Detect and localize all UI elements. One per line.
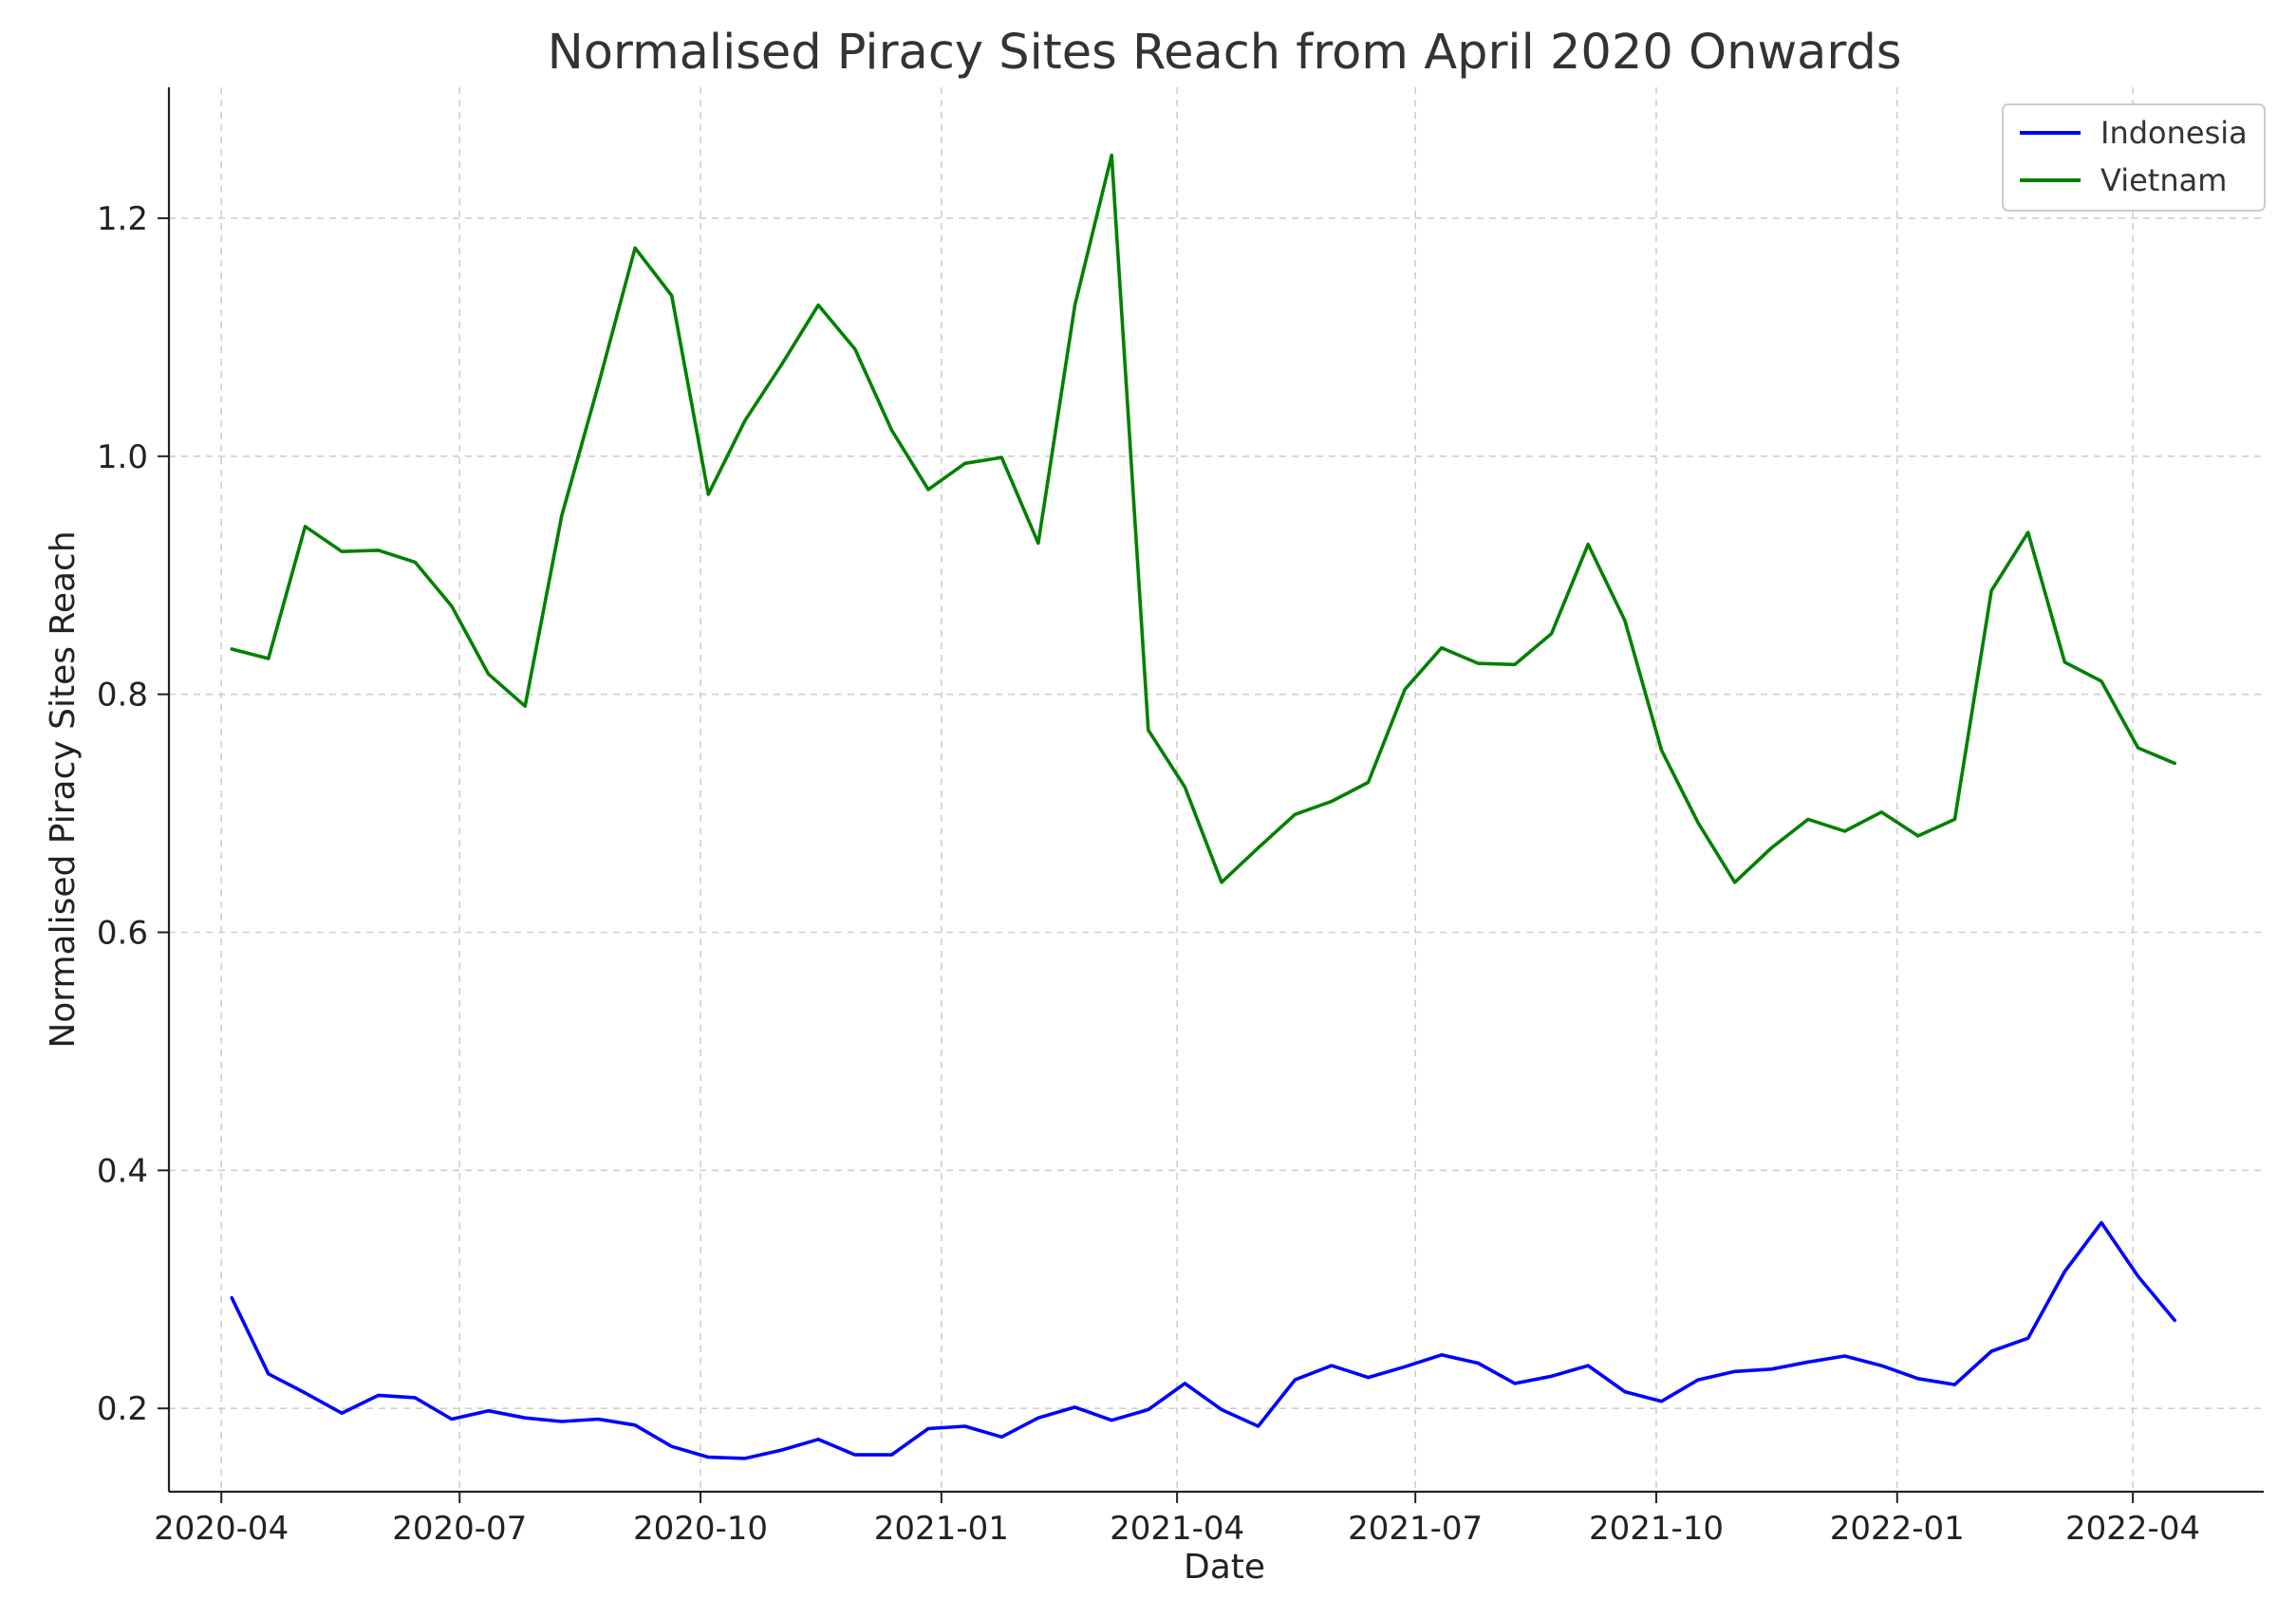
axes: [167, 87, 2264, 1494]
x-tick-label: 2020-10: [633, 1510, 768, 1548]
x-tick-label: 2021-07: [1348, 1510, 1483, 1548]
x-tick-label: 2022-04: [2065, 1510, 2200, 1548]
x-tick-label: 2021-01: [874, 1510, 1009, 1548]
x-tick-label: 2022-01: [1830, 1510, 1965, 1548]
x-tick-label: 2020-04: [154, 1510, 289, 1548]
x-ticks: 2020-04 2020-07 2020-10 2021-01 2021-04 2021-…: [154, 1492, 2200, 1548]
x-tick-label: 2021-04: [1110, 1510, 1244, 1548]
y-tick-label: 1.2: [97, 200, 148, 238]
series-line-vietnam: [230, 153, 2176, 884]
y-tick-label: 0.6: [97, 915, 148, 953]
legend-label-indonesia: Indonesia: [2100, 115, 2248, 151]
y-tick-label: 0.2: [97, 1390, 148, 1428]
chart-title: Normalised Piracy Sites Reach from April…: [548, 25, 1902, 81]
series-lines: [230, 153, 2176, 1460]
x-tick-label: 2021-10: [1589, 1510, 1724, 1548]
y-tick-label: 0.8: [97, 677, 148, 715]
grid: [169, 87, 2264, 1492]
x-tick-label: 2020-07: [392, 1510, 527, 1548]
series-line-indonesia: [230, 1220, 2176, 1460]
x-axis-label: Date: [1184, 1548, 1265, 1587]
legend-label-vietnam: Vietnam: [2100, 162, 2227, 198]
y-ticks: 0.2 0.4 0.6 0.8 1.0 1.2: [97, 200, 169, 1428]
y-axis-label: Normalised Piracy Sites Reach: [44, 530, 83, 1048]
y-tick-label: 1.0: [97, 438, 148, 476]
legend: Indonesia Vietnam: [2002, 103, 2266, 212]
y-tick-label: 0.4: [97, 1152, 148, 1190]
